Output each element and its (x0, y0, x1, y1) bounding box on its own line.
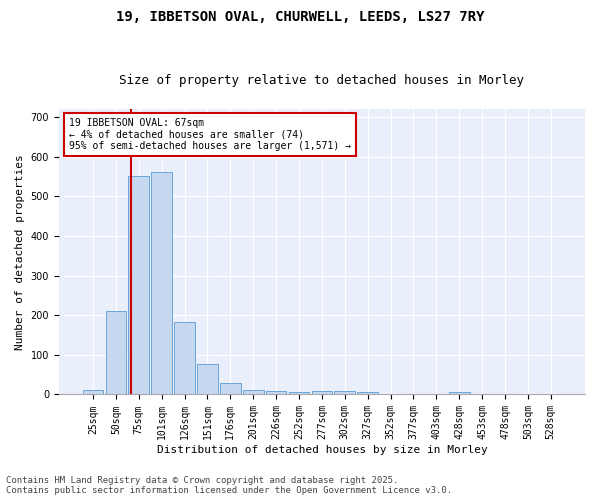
Bar (449, 392, 470, 394)
Bar (289, 392, 309, 394)
X-axis label: Distribution of detached houses by size in Morley: Distribution of detached houses by size … (157, 445, 487, 455)
Bar (128, 176, 149, 394)
Bar (106, 311, 126, 394)
Text: Contains HM Land Registry data © Crown copyright and database right 2025.
Contai: Contains HM Land Registry data © Crown c… (6, 476, 452, 495)
Bar (266, 391, 286, 394)
Bar (311, 391, 332, 394)
Title: Size of property relative to detached houses in Morley: Size of property relative to detached ho… (119, 74, 524, 87)
Bar (174, 322, 195, 394)
Text: 19 IBBETSON OVAL: 67sqm
← 4% of detached houses are smaller (74)
95% of semi-det: 19 IBBETSON OVAL: 67sqm ← 4% of detached… (70, 118, 352, 151)
Bar (83, 390, 103, 394)
Bar (220, 384, 241, 394)
Bar (358, 392, 378, 394)
Bar (197, 364, 218, 394)
Bar (243, 390, 263, 394)
Text: 19, IBBETSON OVAL, CHURWELL, LEEDS, LS27 7RY: 19, IBBETSON OVAL, CHURWELL, LEEDS, LS27… (116, 10, 484, 24)
Y-axis label: Number of detached properties: Number of detached properties (15, 154, 25, 350)
Bar (334, 392, 355, 394)
Bar (151, 172, 172, 394)
